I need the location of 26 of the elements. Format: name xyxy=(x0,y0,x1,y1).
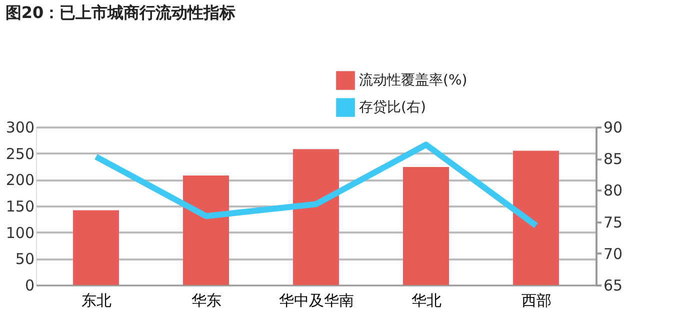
bar xyxy=(403,167,449,285)
y2-tick-label: 65 xyxy=(604,276,623,294)
y-tick-label: 150 xyxy=(6,198,34,216)
x-tick-label: 华东 xyxy=(192,292,222,310)
y-tick-label: 250 xyxy=(6,144,34,163)
y2-tick-label: 75 xyxy=(604,213,623,232)
bar xyxy=(293,149,339,285)
y2-tick-label: 70 xyxy=(604,244,623,263)
chart-title: 图20：已上市城商行流动性指标 xyxy=(5,3,236,22)
y2-tick-label: 85 xyxy=(604,150,623,168)
y-tick-label: 300 xyxy=(6,118,34,136)
x-tick-label: 华中及华南 xyxy=(279,292,354,310)
y-tick-label: 100 xyxy=(6,224,34,242)
x-tick-label: 西部 xyxy=(522,292,552,310)
y-tick-label: 0 xyxy=(24,276,34,294)
y2-tick-label: 90 xyxy=(604,118,623,136)
y2-tick-label: 80 xyxy=(604,182,623,200)
bar xyxy=(183,175,229,285)
legend-label: 流动性覆盖率(%) xyxy=(359,72,468,88)
bar xyxy=(73,210,119,285)
x-tick-label: 华北 xyxy=(412,292,442,310)
y-tick-label: 200 xyxy=(6,171,34,190)
legend-label: 存贷比(右) xyxy=(359,100,426,116)
bar xyxy=(513,150,559,285)
x-tick-label: 东北 xyxy=(82,292,112,310)
y-tick-label: 50 xyxy=(15,250,34,268)
